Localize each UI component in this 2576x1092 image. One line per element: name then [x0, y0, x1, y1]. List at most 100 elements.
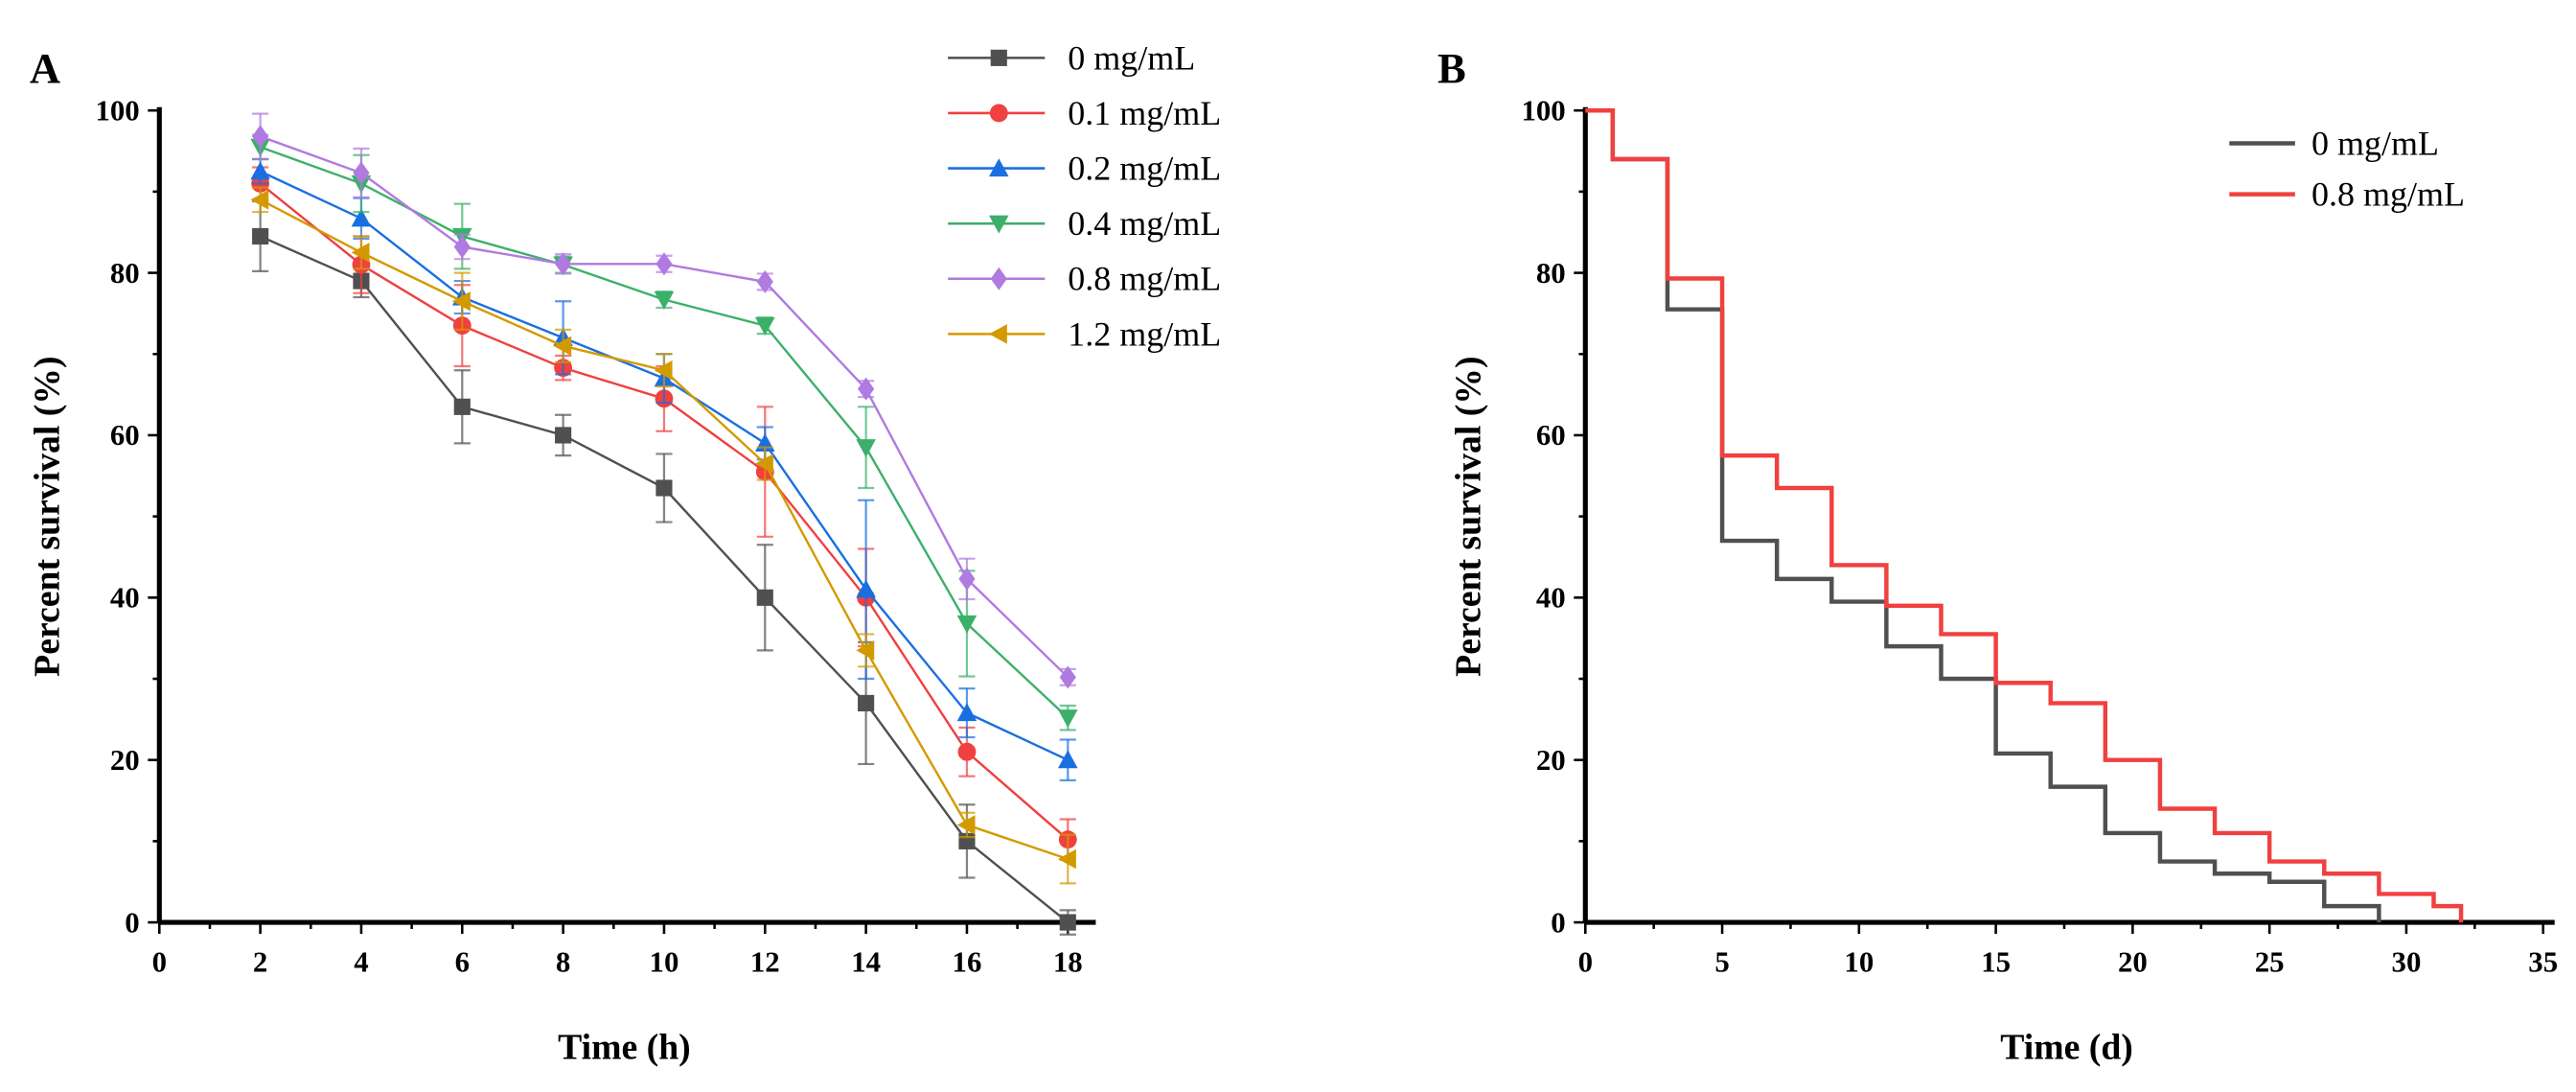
x-tick-label: 16: [953, 946, 982, 979]
marker-triangle-down: [1058, 709, 1078, 728]
panel-label-b: B: [1438, 44, 1466, 92]
marker-triangle-left: [856, 640, 875, 661]
x-tick-label: 2: [253, 946, 267, 979]
y-tick-label: 60: [110, 419, 140, 452]
x-tick-label: 14: [851, 946, 881, 979]
marker-triangle-left: [956, 815, 976, 835]
step-line-0-8-mg-ml: [1585, 107, 2464, 923]
marker-triangle-up: [989, 158, 1009, 177]
legend-label: 0.8 mg/mL: [1068, 260, 1221, 298]
marker-triangle-up: [856, 579, 876, 598]
y-tick-label: 80: [1536, 257, 1566, 290]
legend-item: 0.2 mg/mL: [948, 150, 1221, 188]
y-tick-label: 40: [110, 582, 140, 615]
marker-diamond: [858, 377, 875, 401]
x-tick-label: 10: [650, 946, 679, 979]
marker-triangle-up: [250, 161, 270, 180]
x-tick-label: 18: [1053, 946, 1083, 979]
legend-item: 1.2 mg/mL: [948, 314, 1221, 353]
y-tick-label: 80: [110, 257, 140, 290]
plot-b: 0 5 10 15 20 25 30 35 0 20 40 60 80 100 0 mg/mL 0.8 mg/…: [1521, 95, 2558, 979]
x-tick-label: 12: [750, 946, 780, 979]
marker-square: [252, 227, 269, 245]
marker-circle: [957, 742, 977, 761]
legend-item: 0.1 mg/mL: [948, 94, 1221, 132]
marker-triangle-up: [351, 208, 372, 227]
x-tick-label: 4: [354, 946, 368, 979]
marker-triangle-left: [351, 243, 370, 263]
legend-item: 0 mg/mL: [2229, 124, 2439, 162]
marker-diamond: [656, 252, 673, 276]
x-tick-label: 20: [2118, 946, 2148, 979]
series-0-8-mg-ml: [252, 112, 1076, 689]
marker-square: [1059, 914, 1076, 931]
legend-item: 0.8 mg/mL: [2229, 175, 2465, 214]
marker-diamond: [756, 269, 773, 293]
legend-label: 0 mg/mL: [1068, 38, 1195, 77]
marker-diamond: [453, 235, 471, 259]
marker-triangle-down: [654, 290, 675, 310]
x-axis-label-a: Time (h): [558, 1027, 691, 1067]
marker-triangle-down: [989, 215, 1009, 234]
x-tick-label: 30: [2392, 946, 2422, 979]
y-tick-label: 40: [1536, 582, 1566, 615]
y-axis-label-a: Percent survival (%): [28, 356, 68, 676]
legend-label: 0.4 mg/mL: [1068, 204, 1221, 243]
marker-square: [756, 589, 773, 606]
series-line: [260, 146, 1070, 719]
marker-triangle-left: [654, 360, 673, 381]
marker-diamond: [958, 567, 976, 591]
y-tick-label: 0: [1551, 906, 1565, 939]
plot-a: 0 2 4 6 8 10 12 14 16 18 0 20 40 60 80 100 0 mg/mL 0.1 mg…: [95, 38, 1221, 978]
x-tick-label: 0: [1578, 946, 1593, 979]
marker-diamond: [1059, 665, 1076, 689]
marker-square: [656, 479, 673, 497]
step-line-0-mg-ml: [1585, 107, 2381, 923]
y-tick-label: 100: [1521, 95, 1565, 128]
marker-triangle-left: [755, 453, 773, 474]
marker-triangle-left: [452, 290, 471, 312]
x-tick-label: 10: [1844, 946, 1874, 979]
x-axis-label-b: Time (d): [2000, 1027, 2133, 1067]
x-tick-label: 35: [2528, 946, 2558, 979]
y-tick-label: 60: [1536, 419, 1566, 452]
y-axis-label-b: Percent survival (%): [1449, 356, 1489, 676]
marker-diamond: [990, 267, 1007, 290]
marker-triangle-left: [989, 324, 1007, 344]
x-tick-label: 6: [455, 946, 470, 979]
marker-triangle-down: [956, 615, 978, 634]
legend-label: 0.1 mg/mL: [1068, 94, 1221, 132]
marker-triangle-left: [553, 336, 572, 357]
x-tick-label: 5: [1714, 946, 1729, 979]
series-line: [260, 235, 1070, 924]
y-tick-label: 20: [110, 744, 140, 777]
legend-label: 0.8 mg/mL: [2312, 175, 2465, 214]
legend-label: 0.2 mg/mL: [1068, 150, 1221, 188]
legend-item: 0.4 mg/mL: [948, 204, 1221, 243]
marker-square: [990, 49, 1007, 66]
marker-triangle-up: [956, 703, 978, 722]
marker-triangle-left: [1058, 848, 1076, 870]
marker-triangle-left: [250, 190, 269, 210]
marker-triangle-down: [755, 317, 775, 336]
marker-circle: [989, 104, 1008, 123]
marker-square: [858, 694, 875, 711]
legend-label: 1.2 mg/mL: [1068, 314, 1221, 353]
marker-square: [555, 427, 572, 444]
y-tick-label: 100: [95, 95, 139, 128]
marker-triangle-down: [856, 439, 876, 457]
y-tick-label: 20: [1536, 744, 1566, 777]
x-tick-label: 25: [2255, 946, 2285, 979]
x-tick-label: 8: [556, 946, 570, 979]
series-1-2-mg-ml: [250, 186, 1076, 885]
legend-label: 0 mg/mL: [2312, 124, 2439, 162]
panel-label-a: A: [30, 44, 60, 92]
marker-square: [453, 398, 471, 415]
legend-item: 0 mg/mL: [948, 38, 1195, 77]
x-tick-label: 0: [152, 946, 167, 979]
x-tick-label: 15: [1981, 946, 2011, 979]
marker-diamond: [353, 161, 370, 185]
series-0-mg-ml: [252, 199, 1076, 936]
y-tick-label: 0: [125, 906, 139, 939]
